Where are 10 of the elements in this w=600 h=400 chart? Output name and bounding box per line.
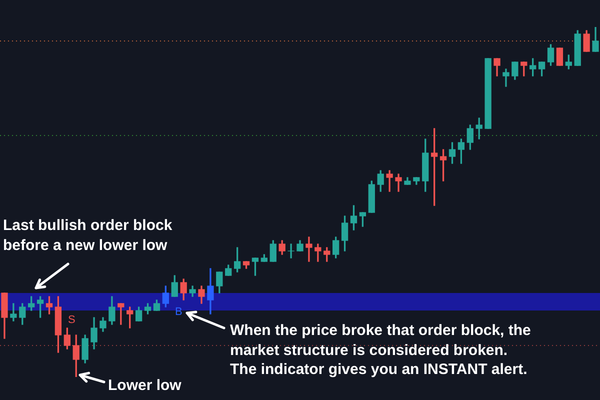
- candlestick: [10, 303, 17, 322]
- annotation: When the price broke that order block, the market structure is considered broken. The indicator gives you an INSTANT alert.: [230, 321, 532, 380]
- candlestick: [395, 174, 402, 192]
- candlestick: [386, 170, 393, 192]
- annotation: Lower low: [108, 376, 182, 396]
- candlestick: [288, 244, 294, 258]
- annotation: Last bullish order block before a new lower low: [3, 216, 174, 255]
- annotation: S: [68, 313, 76, 328]
- candlestick: [306, 236, 312, 262]
- candlestick: [502, 68, 510, 87]
